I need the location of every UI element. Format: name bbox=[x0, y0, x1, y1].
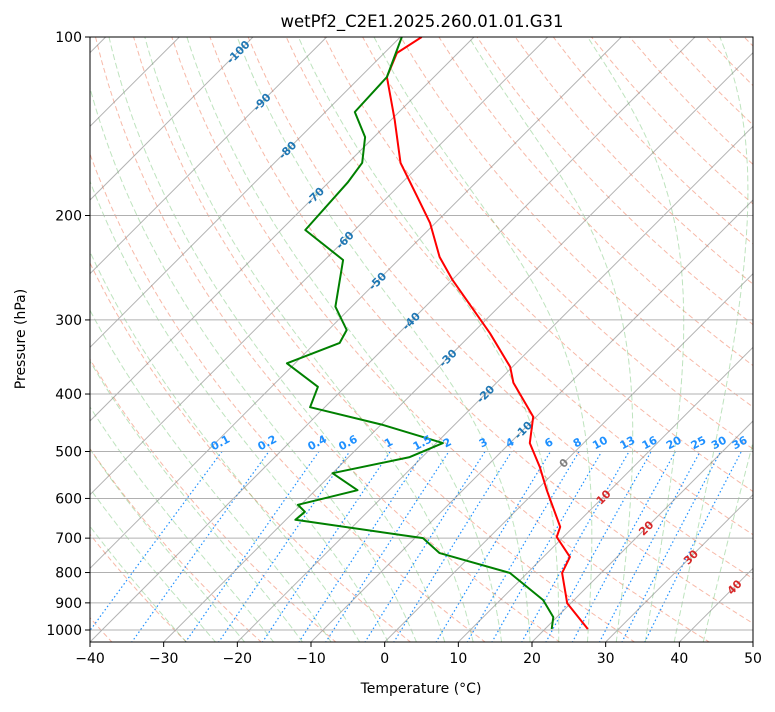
moist-adiabat-line bbox=[588, 37, 684, 643]
isotherm-line bbox=[89, 37, 695, 643]
moist-adiabat-line bbox=[0, 37, 274, 643]
mixing-ratio-label: 13 bbox=[618, 434, 638, 453]
mixing-ratio-line bbox=[262, 452, 390, 643]
dry-adiabat-line bbox=[0, 37, 262, 643]
isobar-grid bbox=[90, 37, 753, 630]
mixing-ratio-label: 20 bbox=[664, 433, 684, 452]
x-tick-label: 50 bbox=[744, 651, 762, 667]
mixing-ratio-line bbox=[81, 452, 222, 643]
dry-adiabat-line bbox=[668, 37, 775, 643]
y-tick-label: 1000 bbox=[46, 623, 82, 639]
dry-adiabat-line bbox=[172, 37, 710, 643]
mixing-ratio-line bbox=[436, 452, 551, 643]
y-tick-label: 900 bbox=[55, 596, 82, 612]
mixing-ratio-label: 3 bbox=[477, 435, 490, 450]
isotherm-line bbox=[0, 37, 474, 643]
dry-adiabat-line bbox=[553, 37, 775, 643]
dewpoint-line bbox=[287, 37, 553, 629]
mixing-ratio-label: 1.5 bbox=[411, 433, 434, 454]
mixing-ratio-line bbox=[546, 452, 652, 643]
x-tick-label: 10 bbox=[449, 651, 467, 667]
moist-adiabat-line bbox=[0, 37, 303, 643]
x-tick-label: −10 bbox=[296, 651, 326, 667]
mixing-ratio-label: 36 bbox=[730, 433, 750, 452]
moist-adiabat-line bbox=[51, 37, 389, 643]
moist-adiabat-line bbox=[0, 37, 216, 643]
dry-adiabat-line bbox=[515, 37, 775, 643]
y-tick-label: 600 bbox=[55, 491, 82, 507]
dry-adiabat-line bbox=[57, 37, 486, 643]
x-tick-label: 20 bbox=[523, 651, 541, 667]
moist-adiabat-line bbox=[374, 37, 592, 643]
y-tick-label: 500 bbox=[55, 444, 82, 460]
y-tick-label: 800 bbox=[55, 566, 82, 582]
x-tick-label: 30 bbox=[597, 651, 615, 667]
mixing-ratio-label: 2 bbox=[441, 435, 454, 450]
mixing-ratio-label: 10 bbox=[590, 433, 610, 452]
mixing-ratio-line bbox=[572, 452, 675, 643]
y-tick-label: 300 bbox=[55, 313, 82, 329]
background-lines bbox=[0, 37, 775, 643]
x-tick-label: −30 bbox=[149, 651, 179, 667]
isotherm-line bbox=[163, 37, 769, 643]
mixing-ratio-label: 8 bbox=[571, 435, 584, 450]
isotherm-line bbox=[531, 37, 775, 643]
moist-adiabat-line bbox=[78, 37, 417, 643]
x-tick-label: 0 bbox=[380, 651, 389, 667]
mixing-ratio-label: 6 bbox=[542, 435, 555, 450]
dry-adiabat-line bbox=[19, 37, 411, 643]
isotherm-label: 0 bbox=[557, 456, 572, 471]
mixing-ratio-label: 4 bbox=[504, 435, 517, 450]
mixing-ratio-label: 25 bbox=[689, 434, 709, 453]
dry-adiabat-line bbox=[592, 37, 775, 643]
x-tick-label: −20 bbox=[223, 651, 253, 667]
x-axis-label: Temperature (°C) bbox=[360, 681, 482, 697]
isotherm-line bbox=[0, 37, 327, 643]
dry-adiabat-line bbox=[744, 37, 775, 643]
y-tick-label: 100 bbox=[55, 30, 82, 46]
y-tick-label: 400 bbox=[55, 387, 82, 403]
y-tick-label: 700 bbox=[55, 531, 82, 547]
mixing-ratio-label: 30 bbox=[709, 433, 729, 452]
plot-frame bbox=[90, 37, 753, 642]
isotherm-line bbox=[16, 37, 622, 643]
mixing-ratio-label: 16 bbox=[640, 433, 660, 452]
isotherm-label: -80 bbox=[276, 138, 299, 161]
moist-adiabat-line bbox=[187, 37, 502, 643]
dry-adiabat-line bbox=[706, 37, 775, 643]
y-tick-label: 200 bbox=[55, 209, 82, 225]
x-tick-label: −40 bbox=[75, 651, 105, 667]
moist-adiabat-line bbox=[0, 37, 245, 643]
mixing-ratio-label: 1 bbox=[382, 435, 395, 450]
isotherm-line bbox=[0, 37, 253, 643]
mixing-ratio-label: 0.6 bbox=[336, 432, 360, 453]
dry-adiabat-line bbox=[363, 37, 775, 643]
isotherm-label: -100 bbox=[224, 38, 253, 67]
profile-curves bbox=[287, 37, 588, 629]
mixing-ratio-label: 0.4 bbox=[306, 432, 330, 453]
chart-title: wetPf2_C2E1.2025.260.01.01.G31 bbox=[280, 12, 563, 32]
isotherm-line bbox=[384, 37, 775, 643]
y-axis-label: Pressure (hPa) bbox=[13, 289, 29, 389]
mixing-ratio-label: 0.1 bbox=[209, 433, 232, 454]
x-tick-label: 40 bbox=[670, 651, 688, 667]
isotherm-line bbox=[458, 37, 775, 643]
moist-adiabat-line bbox=[109, 37, 445, 643]
isotherm-line bbox=[752, 37, 775, 643]
moist-adiabat-line bbox=[674, 37, 748, 643]
